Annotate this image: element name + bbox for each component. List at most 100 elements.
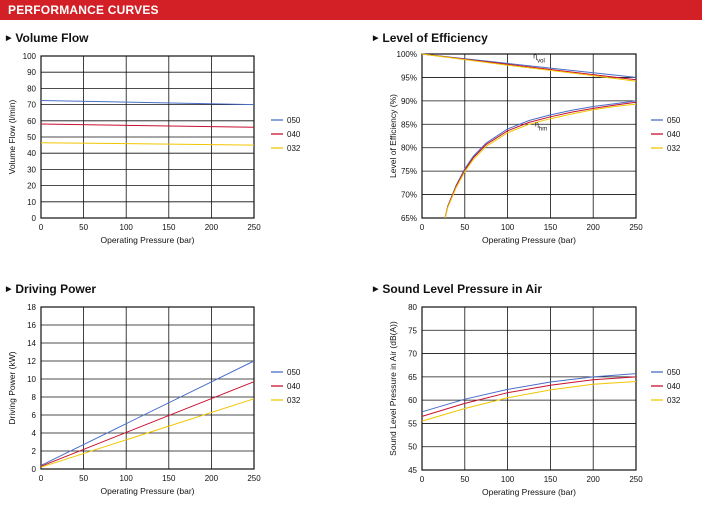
efficiency-title-text: Level of Efficiency [382,31,488,45]
sound-ytick-label: 65 [408,373,417,382]
header-banner: PERFORMANCE CURVES [0,0,702,20]
efficiency-xtick-label: 50 [460,223,469,232]
power-xtick-label: 100 [120,474,134,483]
bullet-triangle-icon: ▶ [373,35,379,42]
efficiency-xtick-label: 250 [629,223,643,232]
power-ytick-label: 2 [32,447,37,456]
volume-ytick-label: 0 [32,214,37,223]
volume-xtick-label: 150 [162,223,176,232]
power-title-text: Driving Power [15,282,97,296]
efficiency-annotation: ηhm [535,122,547,133]
power-ytick-label: 4 [32,429,37,438]
volume-ytick-label: 10 [27,198,36,207]
sound-ytick-label: 60 [408,396,417,405]
power-series-032 [40,398,255,468]
bullet-triangle-icon: ▶ [6,35,12,42]
efficiency-annotation: ηvol [533,54,545,65]
sound-title: ▶ Sound Level Pressure in Air [373,282,542,296]
volume-ytick-label: 60 [27,117,36,126]
efficiency-xlabel: Operating Pressure (bar) [482,235,576,245]
sound-ytick-label: 70 [408,350,417,359]
sound-series-040 [421,376,637,417]
volume-legend-label: 040 [287,130,301,139]
volume-ytick-label: 30 [27,165,36,174]
sound-series-050 [421,373,637,413]
volume-ytick-label: 100 [23,52,37,61]
volume-xlabel: Operating Pressure (bar) [100,235,194,245]
efficiency-ytick-label: 80% [401,144,417,153]
efficiency-ytick-label: 100% [397,50,417,59]
sound-xtick-label: 150 [544,475,558,484]
bullet-triangle-icon: ▶ [373,286,379,293]
volume-series-032 [40,142,255,146]
power-series-040 [40,381,255,467]
power-ytick-label: 12 [27,357,36,366]
sound-xtick-label: 250 [629,475,643,484]
sound-xtick-label: 100 [501,475,515,484]
efficiency-xtick-label: 200 [587,223,601,232]
power-ytick-label: 16 [27,321,36,330]
sound-series-032 [421,381,637,422]
power-xtick-label: 250 [247,474,261,483]
volume-legend-label: 032 [287,144,301,153]
sound-legend-label: 032 [667,396,681,405]
volume-plot-frame [40,55,255,219]
volume-series-050 [40,100,255,106]
efficiency-xtick-label: 100 [501,223,515,232]
efficiency-series-032-hm [444,103,637,219]
volume-series-040 [40,123,255,128]
volume-title: ▶ Volume Flow [6,31,89,45]
sound-xtick-label: 200 [587,475,601,484]
volume-ytick-label: 90 [27,68,36,77]
power-ytick-label: 0 [32,465,37,474]
power-title: ▶ Driving Power [6,282,96,296]
efficiency-ytick-label: 75% [401,167,417,176]
efficiency-ytick-label: 95% [401,73,417,82]
power-ytick-label: 8 [32,393,37,402]
page-title: PERFORMANCE CURVES [8,3,159,17]
efficiency-series-040-hm [444,101,637,219]
efficiency-xtick-label: 150 [544,223,558,232]
efficiency-legend-label: 032 [667,144,681,153]
volume-ytick-label: 40 [27,149,36,158]
power-plot-frame [40,306,255,470]
power-xtick-label: 200 [205,474,219,483]
sound-ytick-label: 45 [408,466,417,475]
volume-ytick-label: 20 [27,182,36,191]
efficiency-plot-frame [421,53,637,219]
volume-xtick-label: 50 [79,223,88,232]
power-legend-label: 040 [287,382,301,391]
power-xlabel: Operating Pressure (bar) [100,486,194,496]
efficiency-xtick-label: 0 [420,223,425,232]
efficiency-ytick-label: 90% [401,97,417,106]
power-xtick-label: 0 [39,474,44,483]
sound-legend-label: 040 [667,382,681,391]
volume-ylabel: Volume Flow (l/min) [7,100,17,175]
sound-ytick-label: 50 [408,443,417,452]
sound-legend-label: 050 [667,368,681,377]
power-ytick-label: 18 [27,303,36,312]
power-series-050 [40,360,255,466]
efficiency-ytick-label: 65% [401,214,417,223]
volume-legend-label: 050 [287,116,301,125]
volume-xtick-label: 250 [247,223,261,232]
volume-ytick-label: 80 [27,84,36,93]
volume-xtick-label: 100 [120,223,134,232]
efficiency-ytick-label: 70% [401,191,417,200]
sound-xtick-label: 0 [420,475,425,484]
sound-xlabel: Operating Pressure (bar) [482,487,576,497]
efficiency-series-032 [421,53,637,82]
sound-ytick-label: 55 [408,419,417,428]
sound-ytick-label: 80 [408,303,417,312]
efficiency-legend-label: 050 [667,116,681,125]
efficiency-ylabel: Level of Efficiency (%) [388,94,398,178]
power-xtick-label: 50 [79,474,88,483]
volume-title-text: Volume Flow [15,31,89,45]
efficiency-legend-label: 040 [667,130,681,139]
sound-plot-frame [421,306,637,471]
volume-xtick-label: 200 [205,223,219,232]
sound-ytick-label: 75 [408,326,417,335]
efficiency-title: ▶ Level of Efficiency [373,31,488,45]
power-ytick-label: 6 [32,411,37,420]
